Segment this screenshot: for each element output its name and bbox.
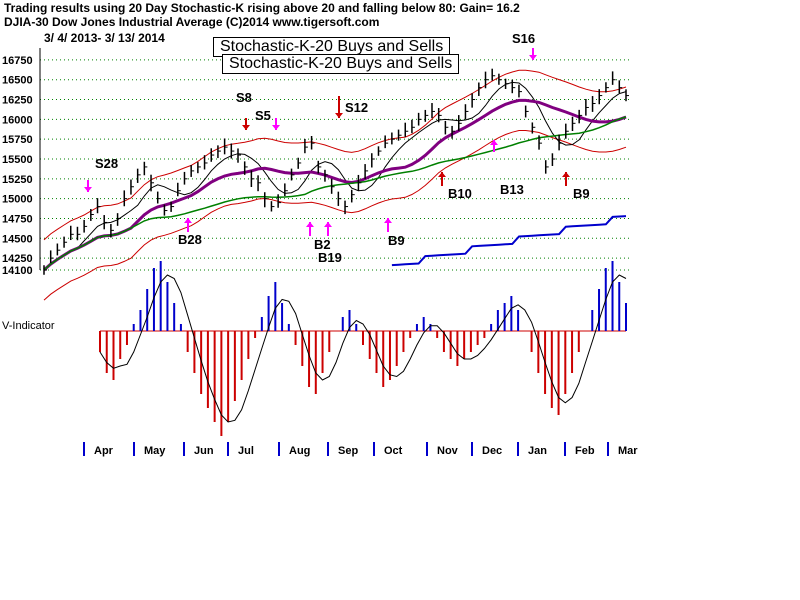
- signal-label: S12: [345, 100, 368, 115]
- y-tick-label: 16250: [2, 95, 33, 107]
- price-grid: [40, 59, 630, 271]
- signal-label: S28: [95, 156, 118, 171]
- y-tick-label: 14250: [2, 253, 33, 265]
- buy-arrowhead: [490, 140, 498, 145]
- month-label: Jul: [238, 445, 254, 457]
- month-label: Oct: [384, 445, 403, 457]
- v-indicator-label: V-Indicator: [2, 320, 55, 332]
- month-axis: Apr May Jun Jul Aug Sep Oct Nov Dec Jan Feb Mar: [83, 442, 638, 457]
- y-tick-label: 16000: [2, 114, 33, 126]
- signal-label: B28: [178, 232, 202, 247]
- moving-average-green: [43, 116, 627, 271]
- month-label: Dec: [482, 445, 502, 457]
- y-tick-label: 15000: [2, 194, 33, 206]
- short-moving-average: [43, 81, 627, 271]
- chart-subtitle-line2: DJIA-30 Dow Jones Industrial Average (C)…: [4, 15, 380, 29]
- signal-label: B13: [500, 182, 524, 197]
- y-tick-label: 14500: [2, 233, 33, 245]
- sell-arrowhead: [272, 125, 280, 130]
- upper-band: [43, 69, 627, 241]
- month-label: Apr: [94, 445, 114, 457]
- signal-label: B2: [314, 237, 331, 252]
- signal-label: B10: [448, 186, 472, 201]
- month-label: Nov: [437, 445, 459, 457]
- date-range: 3/ 4/ 2013- 3/ 13/ 2014: [44, 31, 165, 45]
- price-bars: [43, 68, 629, 275]
- sell-arrowhead: [335, 113, 343, 118]
- price-y-axis: 16750 16500 16250 16000 15750 15500 15250 15000…: [2, 48, 41, 277]
- moving-average-purple: [43, 98, 627, 272]
- signal-label: S8: [236, 90, 252, 105]
- y-tick-label: 15250: [2, 174, 33, 186]
- buy-arrowhead: [384, 218, 392, 223]
- sell-arrowhead: [242, 125, 250, 130]
- y-tick-label: 15750: [2, 134, 33, 146]
- y-tick-label: 16500: [2, 75, 33, 87]
- buy-arrowhead: [562, 172, 570, 177]
- buy-arrowhead: [184, 218, 192, 223]
- buy-arrowhead: [324, 222, 332, 227]
- moving-averages: [43, 81, 627, 272]
- month-label: May: [144, 445, 166, 457]
- month-label: Sep: [338, 445, 358, 457]
- sell-arrowhead: [84, 187, 92, 192]
- relative-strength-line: [391, 215, 627, 267]
- y-tick-label: 15500: [2, 154, 33, 166]
- month-label: Mar: [618, 445, 638, 457]
- indicator-signal-line: [99, 274, 627, 423]
- month-label: Jun: [194, 445, 214, 457]
- signal-label: S5: [255, 108, 271, 123]
- y-tick-label: 14750: [2, 213, 33, 225]
- month-label: Aug: [289, 445, 310, 457]
- month-label: Jan: [528, 445, 547, 457]
- chart-subtitle-line1: Trading results using 20 Day Stochastic-…: [4, 1, 520, 15]
- signal-label: S16: [512, 31, 535, 46]
- bollinger-bands: [43, 69, 627, 301]
- sell-arrowhead: [529, 55, 537, 60]
- y-tick-label: 16750: [2, 55, 33, 67]
- buy-arrowhead: [306, 222, 314, 227]
- signal-label: B9: [573, 186, 590, 201]
- y-tick-label: 14100: [2, 265, 33, 277]
- lower-band: [43, 130, 627, 301]
- relative-strength-line: [391, 215, 627, 267]
- buy-arrowhead: [438, 172, 446, 177]
- chart-title-2: Stochastic-K-20 Buys and Sells: [222, 54, 460, 74]
- v-indicator-histogram: [99, 261, 627, 436]
- signal-label: B19: [318, 250, 342, 265]
- month-label: Feb: [575, 445, 595, 457]
- signal-label: B9: [388, 233, 405, 248]
